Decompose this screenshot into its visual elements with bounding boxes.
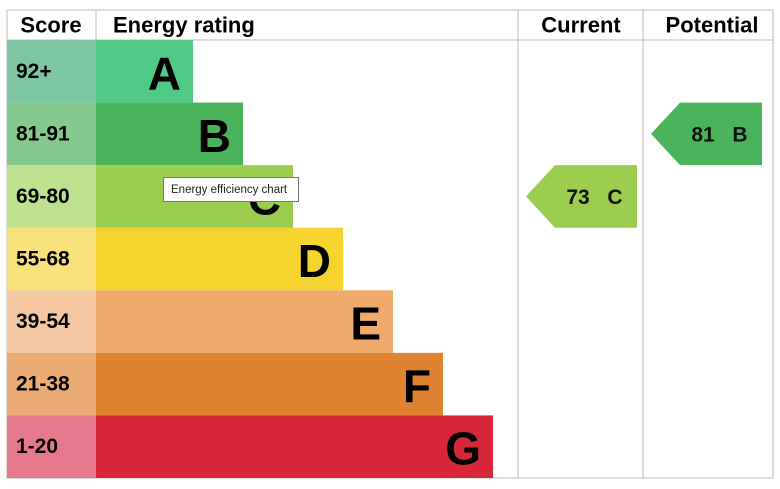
header-current: Current	[541, 13, 621, 38]
band-letter: F	[403, 360, 431, 412]
potential-letter: B	[732, 123, 747, 146]
score-cell	[7, 227, 96, 291]
current-arrow	[526, 165, 637, 228]
band-bar	[96, 290, 393, 353]
score-cell	[7, 415, 96, 478]
tooltip-text: Energy efficiency chart	[171, 184, 288, 196]
band-bar	[96, 352, 443, 416]
band-bar	[96, 102, 243, 166]
potential-value: 81	[691, 123, 715, 146]
current-value: 73	[566, 186, 589, 209]
band-bar	[96, 415, 493, 478]
band-range: 69-80	[16, 185, 70, 208]
band-range: 55-68	[16, 247, 70, 270]
band-range: 92+	[16, 60, 52, 83]
band-range: 1-20	[16, 435, 58, 458]
header-score: Score	[20, 13, 81, 38]
band-letter: A	[148, 47, 181, 99]
score-cell	[7, 290, 96, 353]
score-cell	[7, 352, 96, 416]
header-potential: Potential	[666, 13, 759, 38]
band-letter: G	[445, 423, 481, 475]
band-bar	[96, 227, 343, 291]
band-bar	[96, 40, 193, 103]
score-cell	[7, 165, 96, 228]
band-letter: D	[298, 235, 331, 287]
band-letter: B	[198, 110, 231, 162]
band-range: 81-91	[16, 122, 70, 145]
score-cell	[7, 40, 96, 103]
band-range: 39-54	[16, 310, 70, 333]
score-cell	[7, 102, 96, 166]
potential-arrow	[651, 102, 762, 166]
tooltip-box	[163, 177, 299, 202]
current-letter: C	[607, 186, 622, 209]
band-range: 21-38	[16, 373, 70, 396]
band-letter: E	[350, 298, 381, 350]
header-rating: Energy rating	[113, 13, 255, 38]
